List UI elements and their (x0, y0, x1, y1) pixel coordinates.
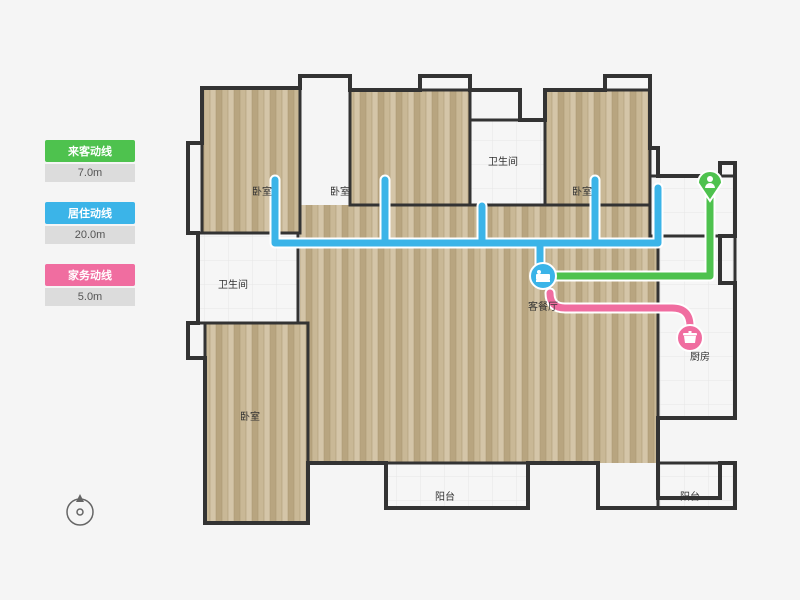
room-label-bath2: 卫生间 (218, 276, 248, 291)
legend-value-guest: 7.0m (45, 164, 135, 182)
room-bedroom1 (202, 88, 300, 233)
room-label-kitchen: 厨房 (690, 348, 710, 363)
room-label-balcony1: 阳台 (435, 488, 455, 503)
room-label-balcony2: 阳台 (680, 488, 700, 503)
legend-value-living: 20.0m (45, 226, 135, 244)
legend-item-living: 居住动线 20.0m (45, 202, 135, 244)
legend: 来客动线 7.0m 居住动线 20.0m 家务动线 5.0m (45, 140, 135, 326)
marker-bed-icon (530, 263, 556, 289)
legend-label-chore: 家务动线 (45, 264, 135, 286)
room-label-living: 客餐厅 (528, 298, 558, 313)
compass-icon (60, 490, 100, 535)
legend-item-guest: 来客动线 7.0m (45, 140, 135, 182)
room-balcony1 (386, 463, 528, 508)
room-bedroom2 (350, 90, 470, 205)
room-bedroom4 (205, 323, 308, 523)
legend-label-guest: 来客动线 (45, 140, 135, 162)
room-label-bedroom1: 卧室 (252, 183, 272, 198)
floorplan: 卧室卧室卫生间卧室卫生间卧室客餐厅阳台厨房阳台 (180, 68, 760, 548)
legend-value-chore: 5.0m (45, 288, 135, 306)
room-label-bath1: 卫生间 (488, 153, 518, 168)
room-label-bedroom3: 卧室 (572, 183, 592, 198)
room-label-bedroom2: 卧室 (330, 183, 350, 198)
room-label-bedroom4: 卧室 (240, 408, 260, 423)
legend-item-chore: 家务动线 5.0m (45, 264, 135, 306)
legend-label-living: 居住动线 (45, 202, 135, 224)
